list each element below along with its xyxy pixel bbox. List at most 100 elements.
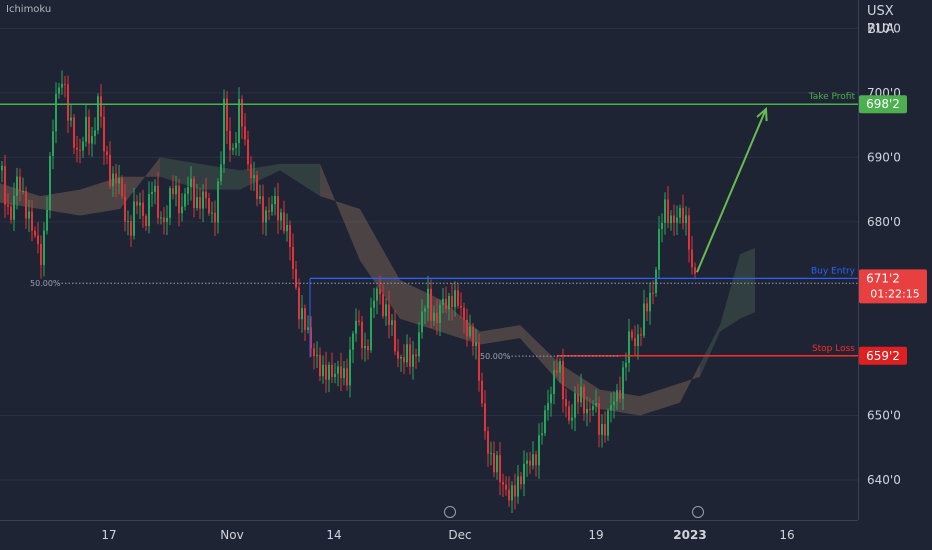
candle-up [160,217,162,219]
candle-down [577,393,579,403]
candle-up [181,206,183,214]
candle-down [67,84,69,121]
candle-up [166,217,168,223]
candle-up [490,453,492,455]
cloud-bearish-segment [680,363,700,403]
candle-up [352,333,354,350]
candle-up [280,212,282,221]
candle-up [376,288,378,301]
cloud-bearish-segment [520,325,560,384]
candle-up [523,463,525,485]
candle-down [157,185,159,219]
time-tick-label: 19 [588,528,603,542]
candle-up [127,221,129,223]
candle-down [340,366,342,379]
candle-down [589,408,591,410]
candle-up [391,320,393,325]
target-arrow-head [756,106,768,122]
candle-up [307,327,309,330]
candle-down [520,476,522,485]
candle-up [550,394,552,404]
cloud-bearish-segment [640,383,680,416]
current-price-tag [859,269,927,304]
candle-up [586,408,588,414]
candle-up [400,356,402,359]
candle-up [418,332,420,357]
candle-up [337,366,339,374]
candle-up [223,98,225,165]
price-tick-label: 650'0 [867,408,901,422]
candle-down [244,126,246,140]
candle-up [496,455,498,473]
candle-down [106,151,108,155]
candle-down [178,185,180,214]
price-tick-label: 680'0 [867,215,901,229]
candle-up [274,196,276,205]
candle-down [694,267,696,274]
candle-up [28,211,30,219]
candle-down [268,210,270,212]
candle-up [55,93,57,132]
candle-up [286,224,288,232]
candle-up [574,393,576,418]
candle-down [481,380,483,404]
candle-down [487,431,489,454]
candle-down [691,249,693,268]
candle-up [448,296,450,310]
candle-down [310,327,312,349]
candle-up [322,364,324,377]
candle-up [664,199,666,223]
candle-up [676,217,678,223]
candle-up [532,454,534,466]
grid [0,27,858,481]
candle-down [562,360,564,400]
candle-up [553,370,555,395]
candle-up [580,386,582,403]
indicator-label: Ichimoku [6,4,52,15]
candle-down [346,368,348,386]
candle-down [193,178,195,208]
candle-down [205,191,207,199]
candle-up [385,304,387,317]
cloud-bearish-segment [360,209,400,319]
candle-up [541,433,543,436]
candle-down [10,206,12,220]
candle-down [535,454,537,466]
candle-down [319,354,321,377]
candle-down [19,176,21,192]
candle-down [295,269,297,288]
candle-down [688,215,690,250]
candle-down [130,221,132,236]
stop-loss-tag [859,346,907,365]
candle-down [256,175,258,199]
candles [1,70,696,514]
candle-down [514,485,516,497]
candle-down [598,403,600,435]
trade-levels: Take Profit Buy Entry Stop Loss 50.00% 50.00… [0,92,858,377]
candle-down [472,326,474,347]
candle-up [61,83,63,88]
candle-down [325,364,327,380]
candle-down [208,198,210,214]
candle-up [49,155,51,210]
candle-down [247,139,249,165]
candle-up [148,193,150,226]
candle-up [442,298,444,305]
candle-down [292,246,294,270]
candle-up [265,210,267,223]
candle-down [460,305,462,308]
candle-up [232,148,234,151]
candle-up [424,308,426,312]
fib-50-label: 50.00% [30,279,61,288]
candle-up [469,326,471,337]
candle-down [100,96,102,117]
candle-down [682,207,684,224]
candle-up [628,331,630,363]
candle-up [85,116,87,142]
candle-up [334,373,336,377]
candle-up [238,99,240,144]
price-tick-label: 690'0 [867,150,901,164]
candle-down [652,292,654,294]
cloud-bearish-segment [120,157,160,210]
